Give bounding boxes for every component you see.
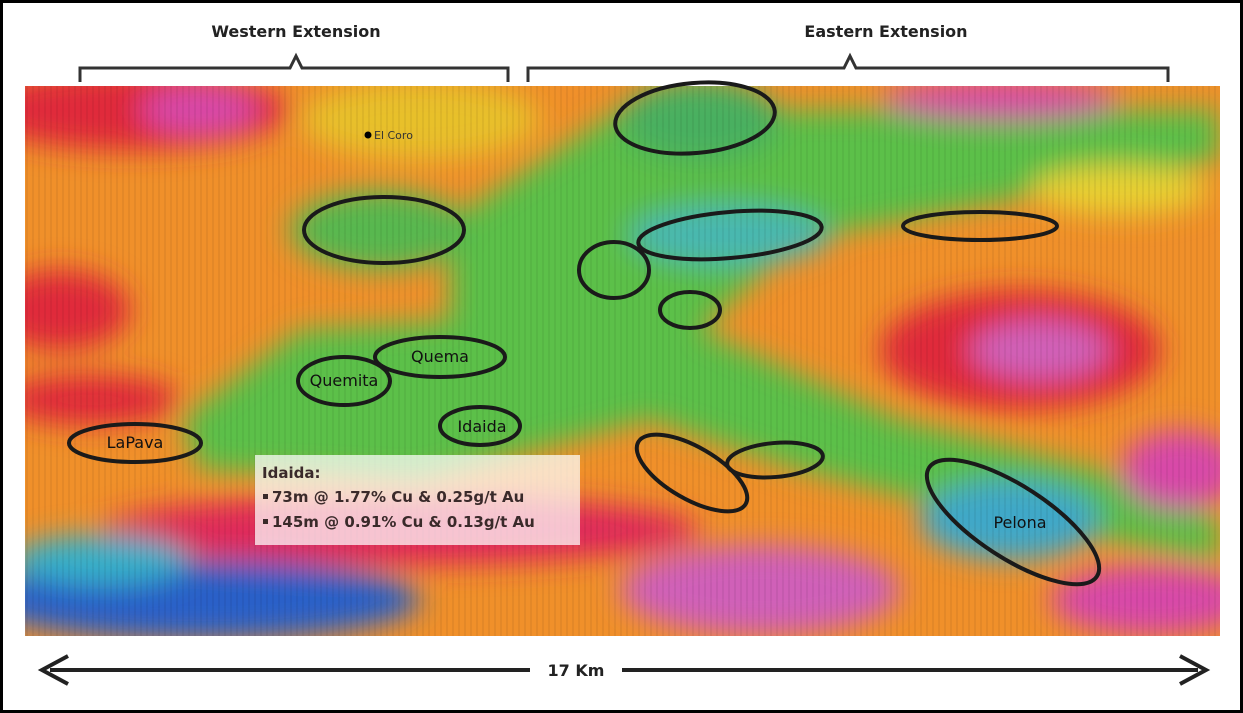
bullet — [263, 494, 268, 499]
target-label: Pelona — [993, 513, 1046, 532]
target-label: Quemita — [310, 371, 379, 390]
callout-item: 73m @ 1.77% Cu & 0.25g/t Au — [272, 488, 524, 506]
figure: Western Extension Eastern Extension — [0, 0, 1243, 713]
region-label: Eastern Extension — [804, 22, 967, 41]
town-label: El Coro — [374, 129, 413, 142]
map — [0, 70, 1243, 640]
callout-item: 145m @ 0.91% Cu & 0.13g/t Au — [272, 513, 535, 531]
region-label: Western Extension — [211, 22, 380, 41]
callout-title: Idaida: — [262, 464, 320, 482]
town-marker — [365, 132, 372, 139]
target-label: LaPava — [107, 433, 164, 452]
target-label: Idaida — [457, 417, 506, 436]
target-label: Quema — [411, 347, 469, 366]
scale-label: 17 Km — [548, 661, 605, 680]
callout: Idaida: 73m @ 1.77% Cu & 0.25g/t Au 145m… — [255, 455, 580, 545]
bullet — [263, 519, 268, 524]
